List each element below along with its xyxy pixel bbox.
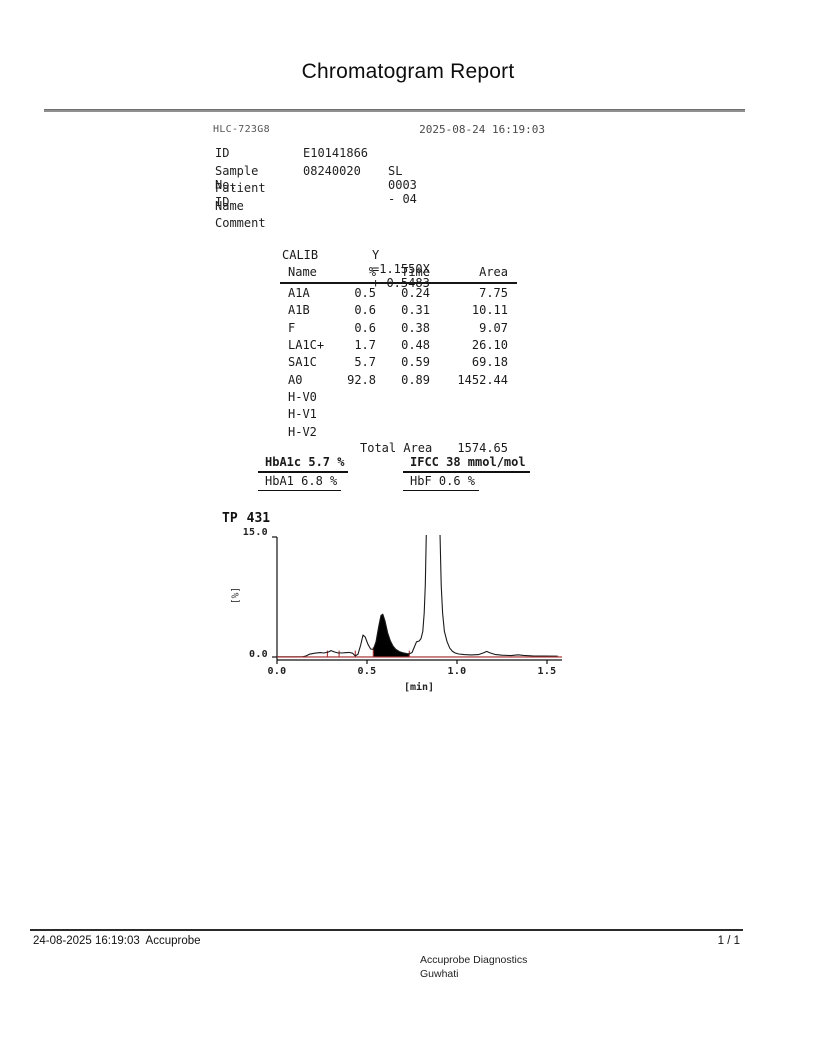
device-model: HLC-723G8 bbox=[213, 124, 270, 135]
cell-percent: 0.5 bbox=[354, 286, 376, 300]
org-city: Guwhati bbox=[420, 968, 459, 980]
table-row: H-V1 bbox=[280, 407, 517, 424]
x-axis-label: [min] bbox=[403, 682, 435, 693]
total-area-value: 1574.65 bbox=[457, 441, 508, 455]
table-row: H-V2 bbox=[280, 425, 517, 442]
field-label: ID bbox=[215, 146, 230, 160]
table-header-row: Name % Time Area bbox=[280, 265, 517, 284]
cell-time: 0.38 bbox=[401, 320, 430, 335]
x-tick-label: 1.0 bbox=[447, 666, 467, 677]
chromatogram-svg bbox=[272, 535, 562, 664]
calib-label: CALIB bbox=[282, 248, 319, 262]
column-header-time: Time bbox=[401, 265, 430, 279]
cell-time: 0.89 bbox=[401, 372, 430, 387]
cell-name: H-V0 bbox=[288, 390, 317, 405]
chromatogram-curve bbox=[277, 535, 558, 658]
table-row: H-V0 bbox=[280, 390, 517, 407]
footer-datetime: 24-08-2025 16:19:03 Accuprobe bbox=[33, 935, 201, 947]
result-hba1c: HbA1c 5.7 % bbox=[258, 455, 349, 473]
table-row: SA1C 5.7 0.59 69.18 bbox=[280, 355, 517, 372]
cell-time: 0.24 bbox=[401, 286, 430, 300]
table-row: A1A 0.5 0.24 7.75 bbox=[280, 286, 517, 303]
table-row: A0 92.8 0.89 1452.44 bbox=[280, 373, 517, 390]
x-tick-label: 0.5 bbox=[357, 666, 377, 677]
cell-percent: 0.6 bbox=[354, 320, 376, 335]
column-header-name: Name bbox=[288, 265, 317, 279]
cell-area: 69.18 bbox=[471, 355, 508, 370]
peak-table: A1A 0.5 0.24 7.75 A1B 0.6 0.31 10.11 F 0… bbox=[280, 286, 517, 442]
footer-rule bbox=[30, 929, 743, 931]
field-extra: SL 0003 - 04 bbox=[388, 163, 417, 206]
y-axis-label: [%] bbox=[230, 586, 242, 605]
field-label: Name bbox=[215, 198, 244, 213]
cell-area: 26.10 bbox=[471, 338, 508, 353]
table-row: A1B 0.6 0.31 10.11 bbox=[280, 303, 517, 320]
result-hba1: HbA1 6.8 % bbox=[258, 474, 342, 491]
field-label: Patient ID bbox=[215, 181, 266, 209]
cell-area: 1452.44 bbox=[457, 372, 508, 387]
column-header-area: Area bbox=[479, 265, 508, 279]
result-hbf: HbF 0.6 % bbox=[403, 474, 480, 491]
sa1c-filled-peak bbox=[373, 614, 410, 657]
cell-area: 10.11 bbox=[471, 303, 508, 318]
cell-area: 7.75 bbox=[479, 286, 508, 300]
x-tick-label: 0.0 bbox=[267, 666, 287, 677]
tp-label: TP bbox=[222, 511, 238, 526]
cell-percent: 92.8 bbox=[347, 372, 376, 387]
tp-label-row: TP 431 bbox=[222, 511, 270, 526]
cell-name: SA1C bbox=[288, 355, 317, 370]
field-value: E10141866 bbox=[303, 146, 369, 160]
cell-time: 0.59 bbox=[401, 355, 430, 370]
x-tick-label: 1.5 bbox=[537, 666, 557, 677]
table-row: F 0.6 0.38 9.07 bbox=[280, 321, 517, 338]
cell-time: 0.48 bbox=[401, 338, 430, 353]
tp-value: 431 bbox=[246, 511, 271, 526]
cell-time: 0.31 bbox=[401, 303, 430, 318]
table-row: LA1C+ 1.7 0.48 26.10 bbox=[280, 338, 517, 355]
cell-percent: 5.7 bbox=[354, 355, 376, 370]
cell-percent: 1.7 bbox=[354, 338, 376, 353]
column-header-percent: % bbox=[368, 265, 376, 279]
field-label: Comment bbox=[215, 216, 266, 230]
cell-name: H-V2 bbox=[288, 424, 317, 439]
page-number: 1 / 1 bbox=[717, 935, 740, 947]
org-name: Accuprobe Diagnostics bbox=[420, 954, 528, 966]
cell-name: A1A bbox=[288, 286, 310, 300]
cell-name: A0 bbox=[288, 372, 303, 387]
cell-percent: 0.6 bbox=[354, 303, 376, 318]
chart-axes bbox=[272, 536, 562, 661]
total-area-label: Total Area bbox=[360, 441, 433, 455]
y-max-label: 15.0 bbox=[242, 527, 268, 538]
y-min-label: 0.0 bbox=[249, 649, 268, 660]
cell-name: LA1C+ bbox=[288, 338, 325, 353]
cell-name: F bbox=[288, 320, 296, 335]
title-rule bbox=[44, 109, 745, 112]
cell-name: A1B bbox=[288, 303, 310, 318]
field-value: 08240020 bbox=[303, 163, 361, 178]
result-ifcc: IFCC 38 mmol/mol bbox=[403, 455, 530, 473]
cell-name: H-V1 bbox=[288, 407, 317, 422]
report-datetime: 2025-08-24 16:19:03 bbox=[419, 123, 545, 136]
cell-area: 9.07 bbox=[479, 320, 508, 335]
field-label: Sample No. bbox=[215, 163, 259, 192]
page-title: Chromatogram Report bbox=[301, 60, 515, 83]
